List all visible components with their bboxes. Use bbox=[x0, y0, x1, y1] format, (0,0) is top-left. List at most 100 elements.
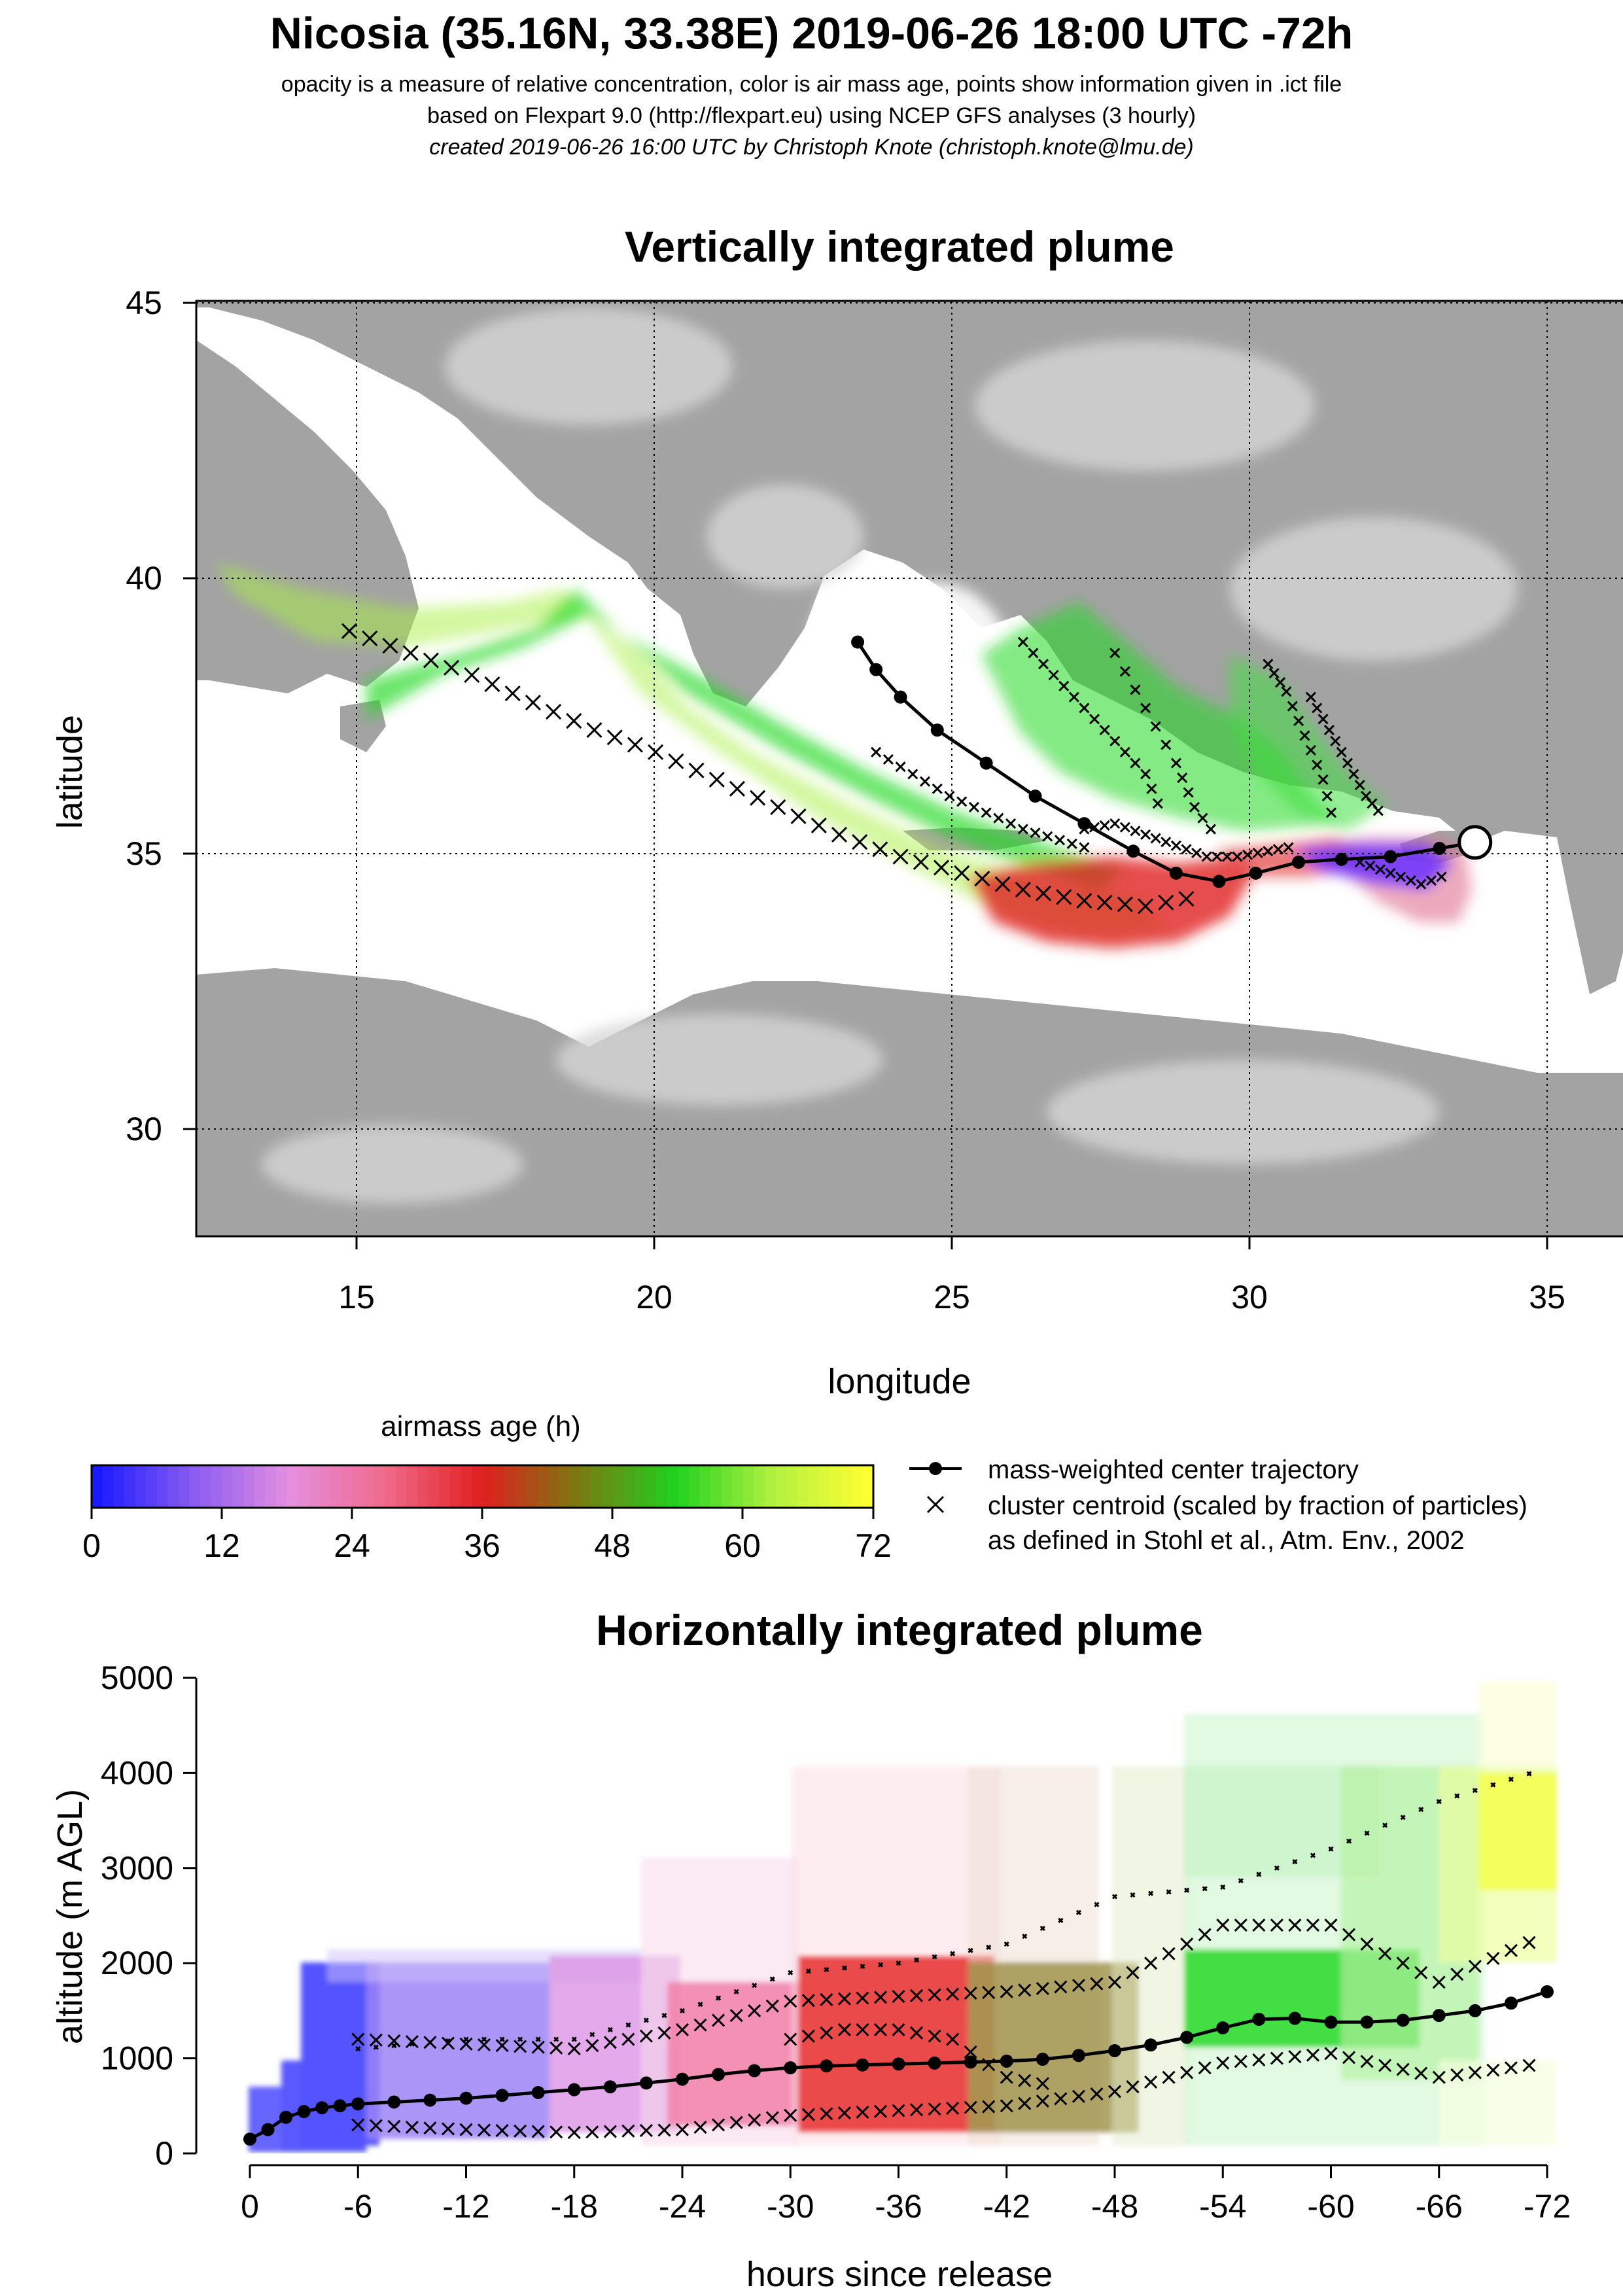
altitude-cluster-centroid bbox=[567, 2042, 581, 2056]
altitude-cluster-centroid bbox=[1342, 2051, 1356, 2064]
altitude-center-trajectory-point bbox=[964, 2055, 977, 2069]
map-cluster-centroid bbox=[1117, 896, 1133, 913]
map-xtick-label: 35 bbox=[1529, 1279, 1565, 1315]
map-cluster-centroid bbox=[1028, 648, 1039, 659]
map-cluster-centroid bbox=[525, 694, 541, 711]
altitude-cluster-centroid bbox=[982, 2100, 996, 2113]
altitude-cluster-centroid bbox=[1436, 1798, 1442, 1805]
altitude-center-trajectory-point bbox=[1541, 1985, 1554, 1998]
map-cluster-centroid bbox=[1005, 818, 1017, 829]
altitude-cluster-centroid bbox=[409, 2041, 415, 2047]
altitude-cluster-centroid bbox=[423, 2121, 437, 2135]
altitude-cluster-centroid bbox=[964, 2100, 977, 2114]
altitude-cluster-centroid bbox=[1522, 2059, 1536, 2072]
altitude-center-trajectory-point bbox=[351, 2097, 365, 2111]
altitude-cluster-centroid bbox=[1234, 2055, 1248, 2068]
altitude-cluster-centroid bbox=[1396, 1957, 1410, 1970]
map-cluster-centroid bbox=[1318, 774, 1329, 785]
map-cluster-centroid bbox=[1312, 759, 1323, 771]
map-cluster-centroid bbox=[1158, 894, 1174, 911]
altitude-cluster-centroid bbox=[805, 1968, 811, 1974]
map-cluster-centroid bbox=[1191, 847, 1202, 859]
map-cluster-centroid bbox=[1017, 636, 1028, 648]
altitude-center-trajectory-point bbox=[315, 2101, 329, 2115]
altitude-xtick-label: 0 bbox=[241, 2188, 259, 2225]
map-cluster-centroid bbox=[1232, 851, 1243, 862]
plume bbox=[216, 563, 1472, 948]
legend-center-label: mass-weighted center trajectory bbox=[988, 1455, 1359, 1484]
map-cluster-centroid bbox=[1161, 837, 1172, 848]
map-cluster-centroid bbox=[1017, 824, 1028, 835]
map-cluster-centroid bbox=[1189, 801, 1200, 812]
altitude-cluster-centroid bbox=[405, 2120, 419, 2134]
altitude-cluster-centroid bbox=[427, 2040, 433, 2045]
altitude-cluster-centroid bbox=[784, 2108, 797, 2122]
altitude-cluster-centroid bbox=[765, 2111, 779, 2125]
altitude-cluster-centroid bbox=[1072, 1979, 1085, 1992]
map-cluster-centroid bbox=[1058, 680, 1070, 691]
map-cluster-centroid bbox=[974, 871, 990, 887]
altitude-cluster-centroid bbox=[1360, 2055, 1374, 2068]
colorbar-cell bbox=[851, 1465, 864, 1508]
altitude-cluster-centroid bbox=[1126, 1966, 1140, 1979]
map-cluster-centroid bbox=[944, 790, 955, 802]
map-cluster-centroid bbox=[1096, 894, 1113, 911]
colorbar-cell bbox=[276, 1465, 288, 1508]
altitude-center-trajectory-point bbox=[243, 2132, 256, 2146]
altitude-cluster-centroid bbox=[712, 2118, 725, 2132]
map-cluster-centroid bbox=[1048, 669, 1059, 681]
altitude-center-trajectory-point bbox=[297, 2105, 311, 2119]
map-cluster-centroid bbox=[1138, 898, 1154, 914]
altitude-center-trajectory-point bbox=[1396, 2013, 1410, 2027]
colorbar-tick-label: 36 bbox=[464, 1527, 500, 1564]
altitude-cluster-centroid bbox=[1522, 1936, 1536, 1949]
map-cluster-centroid bbox=[1321, 790, 1333, 802]
map-cluster-centroid bbox=[1436, 871, 1447, 882]
altitude-cluster-centroid bbox=[589, 2032, 595, 2038]
altitude-cluster-centroid bbox=[1238, 1878, 1244, 1884]
map-cluster-centroid bbox=[729, 780, 746, 797]
altitude-cluster-centroid bbox=[1000, 2099, 1013, 2113]
altitude-cluster-centroid bbox=[643, 2017, 649, 2023]
map-xtick-label: 20 bbox=[636, 1279, 672, 1315]
colorbar-cell bbox=[580, 1465, 592, 1508]
altitude-y-axis-label: altitude (m AGL) bbox=[50, 1789, 90, 2044]
altitude-cluster-centroid bbox=[445, 2038, 451, 2044]
altitude-cluster-centroid bbox=[1166, 1889, 1172, 1895]
map-cluster-centroid bbox=[1150, 833, 1161, 844]
altitude-cluster-centroid bbox=[531, 2125, 545, 2138]
colorbar-tick-label: 0 bbox=[82, 1527, 101, 1564]
altitude-cluster-centroid bbox=[1432, 1975, 1446, 1989]
altitude-xtick-label: -42 bbox=[983, 2188, 1030, 2225]
altitude-cluster-centroid bbox=[1256, 1871, 1262, 1877]
map-cluster-centroid bbox=[1416, 878, 1427, 890]
map-y-tick-labels: 45 40 35 30 bbox=[126, 285, 162, 1147]
altitude-cluster-centroid bbox=[1450, 2068, 1464, 2082]
altitude-center-trajectory-point bbox=[856, 2058, 869, 2072]
altitude-cluster-centroid bbox=[733, 1989, 739, 1994]
altitude-cluster-centroid bbox=[1486, 1951, 1500, 1965]
map-cluster-centroid bbox=[1178, 891, 1195, 907]
colorbar-cell bbox=[536, 1465, 548, 1508]
colorbar-tick-label: 12 bbox=[203, 1527, 240, 1564]
colorbar-cell bbox=[254, 1465, 266, 1508]
altitude-center-trajectory-point bbox=[784, 2061, 797, 2075]
altitude-cluster-centroid bbox=[909, 2026, 924, 2040]
altitude-cluster-centroid bbox=[1342, 1928, 1356, 1941]
map-cluster-centroid bbox=[1325, 807, 1337, 818]
altitude-center-trajectory-point bbox=[1072, 2049, 1085, 2062]
altitude-cluster-centroid bbox=[1526, 1771, 1532, 1777]
colorbar-cell bbox=[352, 1465, 364, 1508]
altitude-cluster-centroid bbox=[1270, 1918, 1283, 1932]
altitude-cluster-centroid bbox=[928, 2029, 941, 2043]
altitude-center-trajectory-point bbox=[603, 2080, 617, 2094]
map-cluster-centroid bbox=[1395, 871, 1406, 882]
altitude-xtick-label: -24 bbox=[659, 2188, 706, 2225]
map-cluster-centroid bbox=[1140, 829, 1151, 841]
altitude-cluster-centroid bbox=[1054, 2092, 1068, 2106]
map-cluster-centroid bbox=[341, 623, 358, 639]
altitude-cluster-centroid bbox=[1220, 1884, 1226, 1890]
plume-green-east bbox=[1230, 654, 1387, 831]
altitude-cluster-centroid bbox=[877, 1962, 884, 1968]
altitude-cluster-centroid bbox=[477, 2038, 491, 2052]
